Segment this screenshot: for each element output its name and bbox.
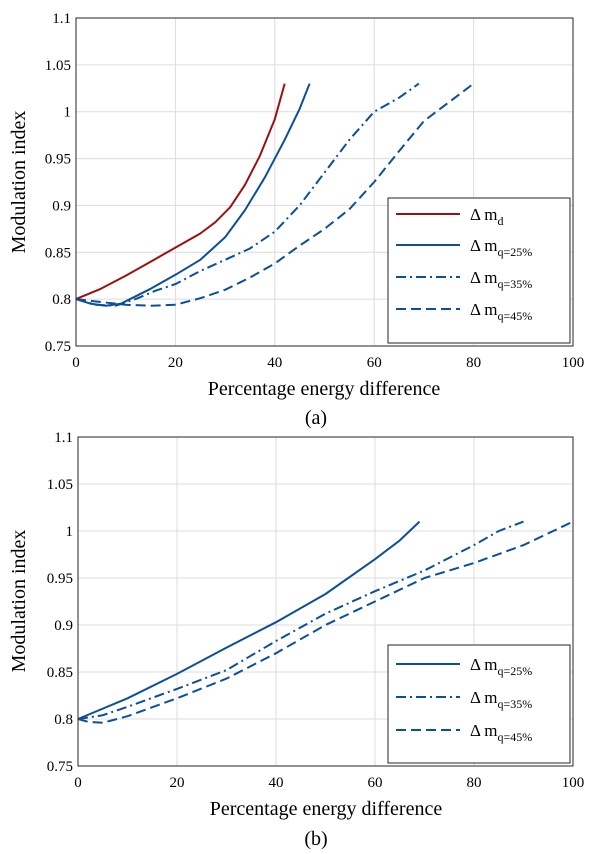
series-line-3 <box>75 82 475 307</box>
y-tick-label: 1.05 <box>45 58 71 74</box>
legend-box <box>387 197 571 344</box>
y-tick-label: 0.85 <box>47 665 73 681</box>
series-lines-b <box>77 520 574 724</box>
x-axis-label-a: Percentage energy difference <box>208 378 441 400</box>
legend-label-main: Δ m <box>470 688 497 707</box>
y-tick-label: 0.95 <box>45 152 71 168</box>
axes-frame-a <box>75 17 574 347</box>
caption-b: (b) <box>304 828 327 850</box>
legend-label-2: Δ mq=35% <box>470 268 532 291</box>
series-line-0 <box>77 520 421 720</box>
y-tick-label: 1 <box>66 524 74 540</box>
x-tick-label: 20 <box>170 775 185 791</box>
legend-label-0: Δ mq=25% <box>470 655 532 678</box>
legend-label-subscript: q=45% <box>497 309 532 323</box>
legend-label-main: Δ m <box>470 655 497 674</box>
chart-panel-b: 0 20 40 60 80 100 0.75 0.8 0.85 0.9 0.95 1 1.05 1.1 Δ… <box>8 430 584 850</box>
y-tick-label: 1 <box>64 105 72 121</box>
y-tick-label: 1.05 <box>47 477 73 493</box>
legend-label-1: Δ mq=25% <box>470 236 532 259</box>
y-tick-label: 1.1 <box>54 430 73 446</box>
legend-label-main: Δ m <box>470 300 497 319</box>
x-tick-label: 100 <box>562 775 585 791</box>
legend-label-subscript: q=45% <box>497 730 532 744</box>
y-tick-label: 0.9 <box>52 198 71 214</box>
x-tick-label: 60 <box>367 355 382 371</box>
series-line-2 <box>77 520 574 724</box>
x-tick-label: 40 <box>267 355 282 371</box>
legend-label-main: Δ m <box>470 268 497 287</box>
legend-label-0: Δ md <box>470 205 503 228</box>
legend-label-subscript: d <box>497 214 503 228</box>
x-tick-label: 80 <box>466 355 481 371</box>
legend-label-subscript: q=25% <box>497 245 532 259</box>
x-tick-label: 60 <box>368 775 383 791</box>
caption-a: (a) <box>305 407 327 429</box>
series-lines-a <box>75 82 475 307</box>
legend-label-subscript: q=35% <box>497 277 532 291</box>
y-axis-label-a: Modulation index <box>8 111 30 254</box>
x-tick-label: 40 <box>269 775 284 791</box>
legend-label-2: Δ mq=45% <box>470 721 532 744</box>
y-tick-label: 0.8 <box>52 292 71 308</box>
y-tick-label: 0.95 <box>47 571 73 587</box>
legend-label-subscript: q=35% <box>497 697 532 711</box>
legend-label-3: Δ mq=45% <box>470 300 532 323</box>
legend-label-main: Δ m <box>470 205 497 224</box>
axes-frame-b <box>77 436 574 767</box>
legend-label-subscript: q=25% <box>497 664 532 678</box>
legend-b: Δ mq=25%Δ mq=35%Δ mq=45% <box>387 644 571 764</box>
y-tick-label: 0.75 <box>47 759 73 775</box>
ticks-a: 0 20 40 60 80 100 0.75 0.8 0.85 0.9 0.95 1 1.05 1.1 <box>45 11 585 371</box>
x-tick-label: 0 <box>74 775 82 791</box>
y-tick-label: 1.1 <box>52 11 71 27</box>
x-tick-label: 0 <box>72 355 80 371</box>
chart-panel-a: 0 20 40 60 80 100 0.75 0.8 0.85 0.9 0.95 1 1.05 1.1 Δ… <box>8 11 584 429</box>
x-tick-label: 80 <box>467 775 482 791</box>
legend-label-main: Δ m <box>470 236 497 255</box>
series-line-0 <box>75 83 286 301</box>
x-tick-label: 20 <box>168 355 183 371</box>
legend-a: Δ mdΔ mq=25%Δ mq=35%Δ mq=45% <box>387 197 571 344</box>
x-axis-label-b: Percentage energy difference <box>210 798 443 820</box>
ticks-b: 0 20 40 60 80 100 0.75 0.8 0.85 0.9 0.95 1 1.05 1.1 <box>47 430 585 791</box>
series-line-1 <box>75 83 311 307</box>
series-line-1 <box>77 520 524 720</box>
legend-label-1: Δ mq=35% <box>470 688 532 711</box>
y-tick-label: 0.8 <box>54 712 73 728</box>
x-tick-label: 100 <box>562 355 585 371</box>
y-tick-label: 0.85 <box>45 245 71 261</box>
y-axis-label-b: Modulation index <box>8 530 30 673</box>
y-tick-label: 0.75 <box>45 339 71 355</box>
legend-label-main: Δ m <box>470 721 497 740</box>
y-tick-label: 0.9 <box>54 618 73 634</box>
